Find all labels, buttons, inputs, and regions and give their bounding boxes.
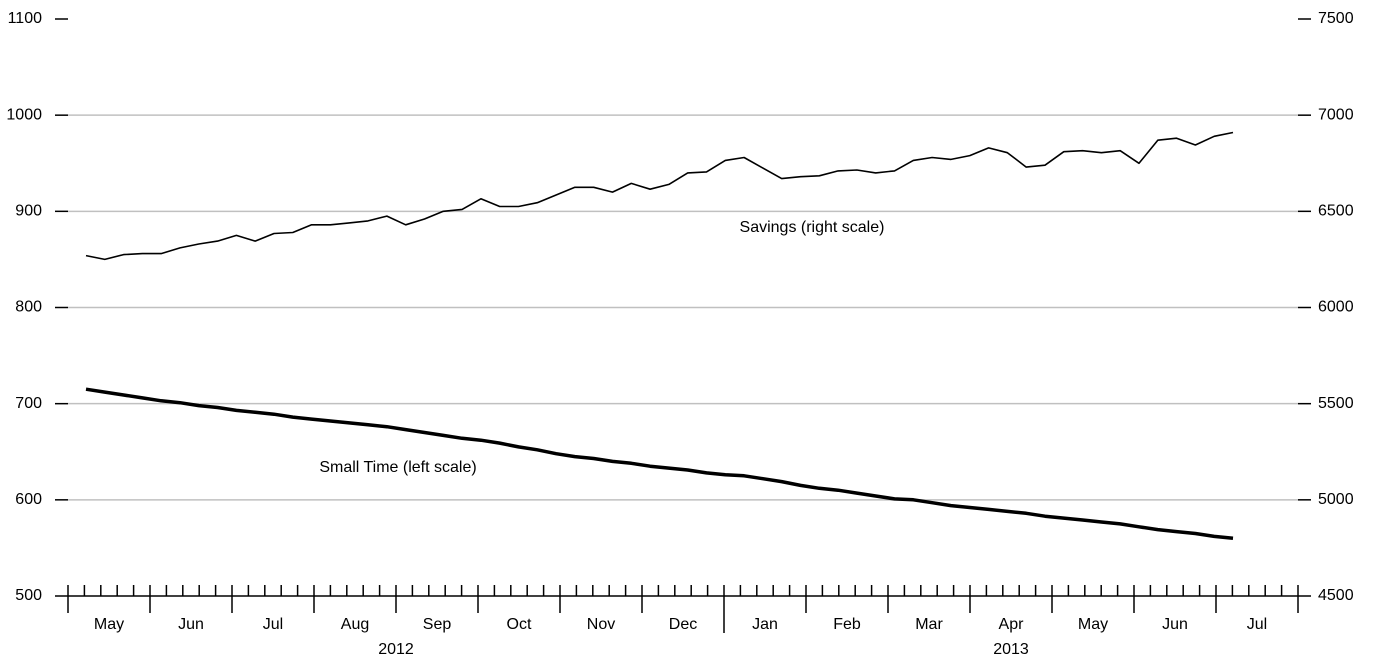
x-tick-label: Sep bbox=[423, 616, 452, 633]
annotation: Savings (right scale) bbox=[740, 219, 885, 236]
y2-tick-label: 4500 bbox=[1318, 587, 1354, 604]
x-tick-label: Mar bbox=[915, 616, 943, 633]
y-tick-label: 900 bbox=[15, 203, 42, 220]
x-tick-label: Dec bbox=[669, 616, 697, 633]
y2-tick-label: 7500 bbox=[1318, 10, 1354, 27]
x-tick-label: Jan bbox=[752, 616, 778, 633]
y-tick-label: 800 bbox=[15, 299, 42, 316]
y-tick-label: 500 bbox=[15, 587, 42, 604]
y2-tick-label: 5000 bbox=[1318, 491, 1354, 508]
series-line bbox=[85, 131, 1234, 261]
x-tick-label: May bbox=[94, 616, 124, 633]
x-tick-label: Nov bbox=[587, 616, 615, 633]
series-line bbox=[85, 387, 1234, 541]
y2-tick-label: 5500 bbox=[1318, 395, 1354, 412]
y-tick-label: 600 bbox=[15, 491, 42, 508]
x-tick-label: Jul bbox=[263, 616, 283, 633]
x-tick-label: Oct bbox=[507, 616, 532, 633]
x-tick-label: May bbox=[1078, 616, 1108, 633]
annotation: Small Time (left scale) bbox=[319, 459, 476, 476]
x-tick-label: Aug bbox=[341, 616, 369, 633]
y2-tick-label: 6000 bbox=[1318, 299, 1354, 316]
y2-tick-label: 7000 bbox=[1318, 106, 1354, 123]
y-tick-label: 700 bbox=[15, 395, 42, 412]
year-label: 2012 bbox=[378, 641, 414, 658]
y2-tick-label: 6500 bbox=[1318, 203, 1354, 220]
x-tick-label: Jun bbox=[178, 616, 204, 633]
x-tick-label: Jul bbox=[1247, 616, 1267, 633]
year-label: 2013 bbox=[993, 641, 1029, 658]
y-tick-label: 1000 bbox=[6, 106, 42, 123]
x-tick-label: Feb bbox=[833, 616, 861, 633]
x-tick-label: Jun bbox=[1162, 616, 1188, 633]
x-tick-label: Apr bbox=[999, 616, 1025, 633]
y-tick-label: 1100 bbox=[8, 10, 43, 27]
